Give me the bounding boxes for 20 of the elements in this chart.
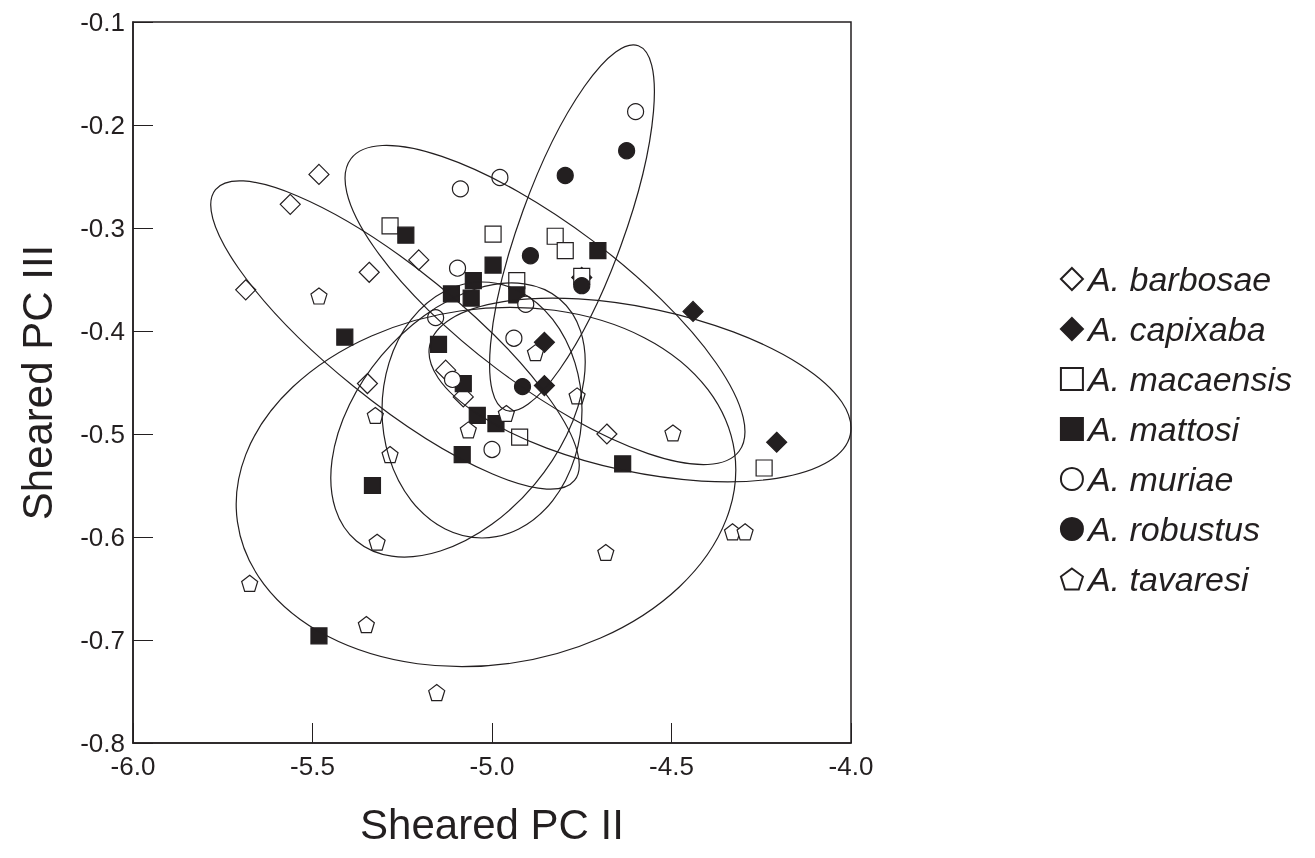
y-tick-label: -0.4	[80, 316, 125, 346]
y-tick-label: -0.1	[80, 7, 125, 37]
y-tick-label: -0.7	[80, 625, 125, 655]
x-axis-title: Sheared PC II	[360, 800, 624, 848]
legend-label: A. mattosi	[1085, 410, 1241, 448]
y-axis-title: Sheared PC III	[13, 244, 61, 521]
x-tick-label: -5.0	[469, 751, 515, 781]
legend-label: A. macaensis	[1085, 360, 1293, 398]
legend-label: A. robustus	[1085, 510, 1260, 548]
y-tick-label: -0.5	[80, 419, 125, 449]
x-tick-label: -4.5	[649, 751, 694, 781]
y-tick-label: -0.2	[80, 110, 125, 140]
x-tick-label: -4.0	[828, 751, 874, 781]
legend-label: A. capixaba	[1085, 310, 1266, 348]
y-tick-label: -0.6	[80, 522, 125, 552]
x-tick-label: -5.5	[290, 751, 335, 781]
legend-label: A. tavaresi	[1085, 560, 1250, 598]
y-tick-label: -0.3	[80, 213, 125, 243]
legend-label: A. muriae	[1085, 460, 1234, 498]
legend-label: A. barbosae	[1085, 260, 1272, 298]
